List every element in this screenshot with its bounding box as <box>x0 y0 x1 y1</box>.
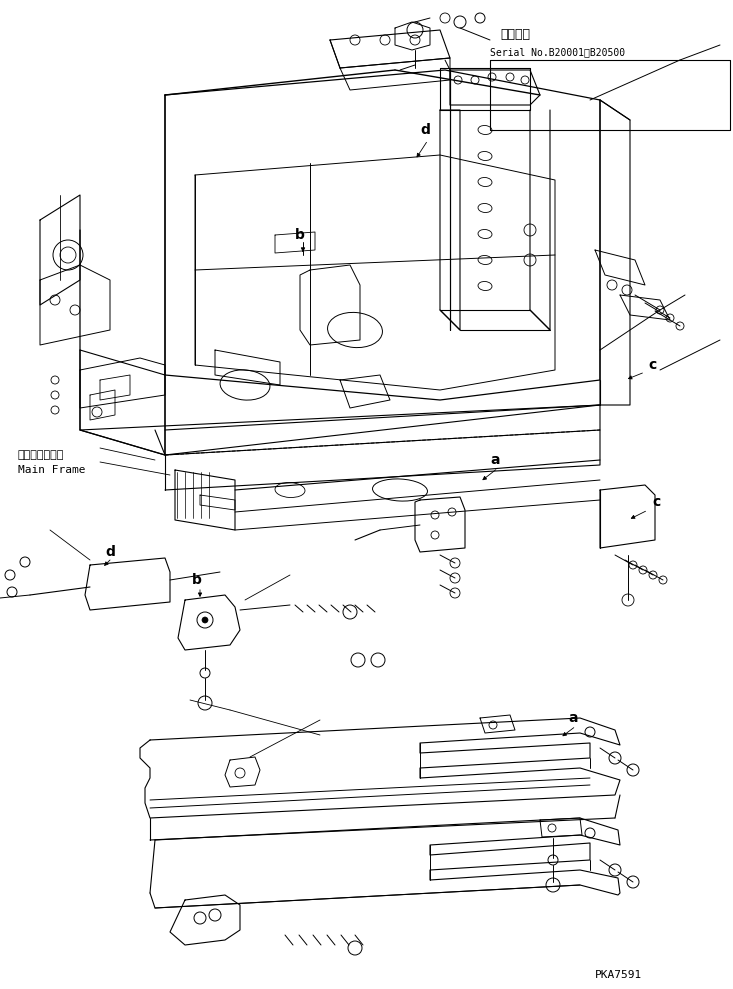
Text: a: a <box>568 711 578 725</box>
Text: b: b <box>192 573 202 587</box>
Text: d: d <box>105 545 115 559</box>
Text: PKA7591: PKA7591 <box>595 970 642 980</box>
Text: 適用号機: 適用号機 <box>500 29 530 42</box>
Text: Serial No.B20001～B20500: Serial No.B20001～B20500 <box>490 47 625 57</box>
Text: c: c <box>652 495 660 509</box>
Text: c: c <box>648 358 656 372</box>
Text: b: b <box>295 228 305 242</box>
Text: Main Frame: Main Frame <box>18 465 86 475</box>
Text: メインフレーム: メインフレーム <box>18 450 65 460</box>
Text: d: d <box>420 123 430 137</box>
Text: a: a <box>490 453 499 467</box>
Circle shape <box>202 617 208 623</box>
